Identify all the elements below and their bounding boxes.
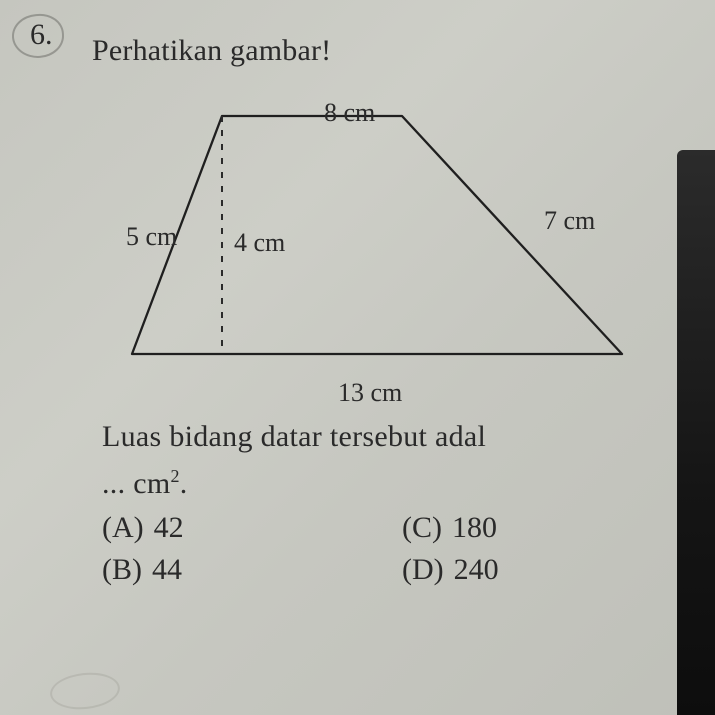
choice-d-letter: (D) <box>402 553 444 587</box>
dim-bottom: 13 cm <box>338 378 402 408</box>
choice-a-value: 42 <box>154 511 184 545</box>
prompt-line2-prefix: ... cm <box>102 467 170 500</box>
choice-b[interactable]: (B) 44 <box>102 553 402 587</box>
answer-choices: (A) 42 (C) 180 (B) 44 (D) 240 <box>102 511 715 587</box>
question-number-wrap: 6. <box>22 18 70 60</box>
question-header: 6. Perhatikan gambar! <box>22 18 715 68</box>
choice-d-value: 240 <box>454 553 499 587</box>
question-prompt: Luas bidang datar tersebut adal ... cm2. <box>102 414 715 507</box>
question-title: Perhatikan gambar! <box>92 34 331 68</box>
dim-top: 8 cm <box>324 98 375 128</box>
choice-b-value: 44 <box>152 553 182 587</box>
choice-c[interactable]: (C) 180 <box>402 511 702 545</box>
choice-b-letter: (B) <box>102 553 142 587</box>
dim-left: 5 cm <box>126 222 177 252</box>
page-edge-shadow <box>677 150 715 715</box>
page: 6. Perhatikan gambar! 8 cm 5 cm 4 cm 7 c… <box>0 0 715 715</box>
choice-c-letter: (C) <box>402 511 442 545</box>
prompt-exponent: 2 <box>170 466 179 486</box>
choice-c-value: 180 <box>452 511 497 545</box>
trapezoid-figure: 8 cm 5 cm 4 cm 7 cm 13 cm <box>92 86 652 406</box>
pencil-smudge <box>48 669 121 712</box>
choice-a-letter: (A) <box>102 511 144 545</box>
dim-height: 4 cm <box>234 228 285 258</box>
prompt-line2-suffix: . <box>180 467 188 500</box>
choice-d[interactable]: (D) 240 <box>402 553 702 587</box>
prompt-line1: Luas bidang datar tersebut adal <box>102 420 486 453</box>
dim-right: 7 cm <box>544 206 595 236</box>
choice-a[interactable]: (A) 42 <box>102 511 402 545</box>
question-number: 6. <box>30 18 53 52</box>
